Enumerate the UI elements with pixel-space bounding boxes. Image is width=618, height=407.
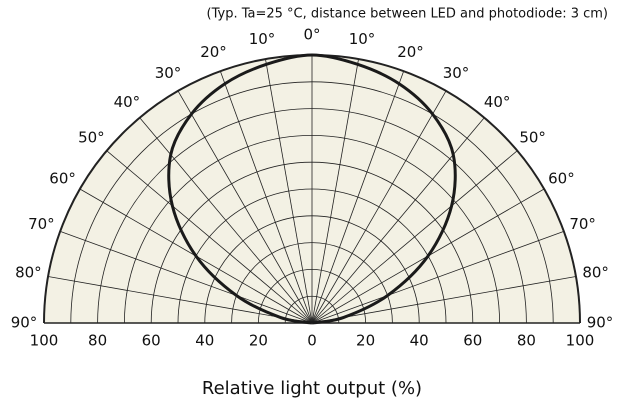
angle-tick-label: 40° <box>114 93 141 111</box>
grid-spoke <box>48 276 313 324</box>
r-tick-label: 100 <box>566 332 595 350</box>
grid-spoke <box>311 230 564 324</box>
angle-tick-label: 20° <box>200 43 227 61</box>
grid-spoke <box>311 59 359 324</box>
r-tick-label: 40 <box>195 332 214 350</box>
angle-tick-label: 20° <box>397 43 424 61</box>
grid-spoke <box>311 117 485 324</box>
r-tick-label: 40 <box>410 332 429 350</box>
x-axis-label: Relative light output (%) <box>202 378 422 399</box>
angle-tick-label: 70° <box>569 215 596 233</box>
angle-tick-label: 90° <box>587 314 614 332</box>
grid-spoke <box>311 90 447 324</box>
grid-spoke <box>106 150 313 324</box>
r-tick-label: 20 <box>356 332 375 350</box>
angle-tick-label: 80° <box>582 263 609 281</box>
angle-tick-label: 0° <box>303 26 320 44</box>
angle-tick-label: 60° <box>548 170 575 188</box>
r-tick-label: 60 <box>463 332 482 350</box>
angle-tick-label: 10° <box>249 30 276 48</box>
grid-spoke <box>60 230 313 324</box>
angle-tick-label: 30° <box>155 64 182 82</box>
r-tick-label: 0 <box>307 332 317 350</box>
grid-spoke <box>177 90 313 324</box>
r-tick-label: 80 <box>517 332 536 350</box>
r-tick-label: 100 <box>30 332 59 350</box>
grid-spoke <box>311 71 405 324</box>
angle-tick-label: 50° <box>519 128 546 146</box>
grid-spoke <box>139 117 313 324</box>
angle-tick-label: 60° <box>49 170 76 188</box>
angle-tick-label: 10° <box>349 30 376 48</box>
angle-tick-label: 90° <box>11 314 38 332</box>
angle-tick-label: 80° <box>15 263 42 281</box>
angle-tick-label: 30° <box>443 64 470 82</box>
grid-spoke <box>219 71 313 324</box>
r-tick-label: 80 <box>88 332 107 350</box>
grid-spoke <box>265 59 313 324</box>
r-tick-label: 60 <box>142 332 161 350</box>
pattern-curve <box>167 53 457 325</box>
grid-spoke <box>311 276 576 324</box>
r-tick-label: 20 <box>249 332 268 350</box>
angle-tick-label: 50° <box>78 128 105 146</box>
grid-spoke <box>311 150 518 324</box>
angle-tick-label: 40° <box>484 93 511 111</box>
angle-tick-label: 70° <box>28 215 55 233</box>
chart-title: (Typ. Ta=25 °C, distance between LED and… <box>207 7 608 22</box>
